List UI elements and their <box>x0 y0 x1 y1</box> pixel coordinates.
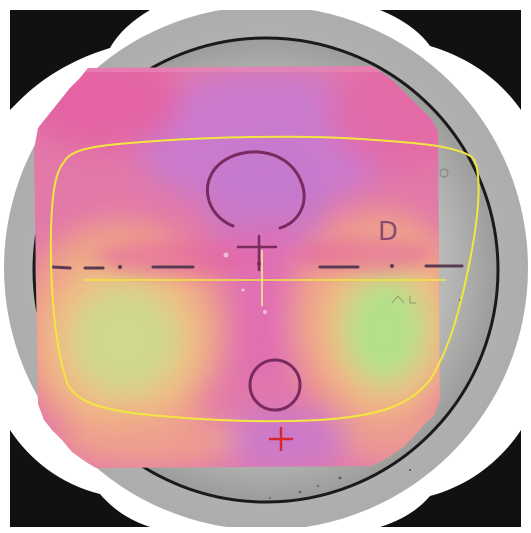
horizontal-dash <box>50 265 72 270</box>
light-reflections <box>223 252 267 314</box>
power-map <box>34 66 440 468</box>
fitting-cross <box>268 426 294 452</box>
engraving-marks <box>391 168 449 304</box>
reference-letter: D <box>378 217 398 247</box>
near-reference-circle <box>248 358 302 412</box>
distance-reference-circle <box>205 150 306 230</box>
frame-outline <box>49 135 480 423</box>
lens-markings <box>50 150 464 412</box>
